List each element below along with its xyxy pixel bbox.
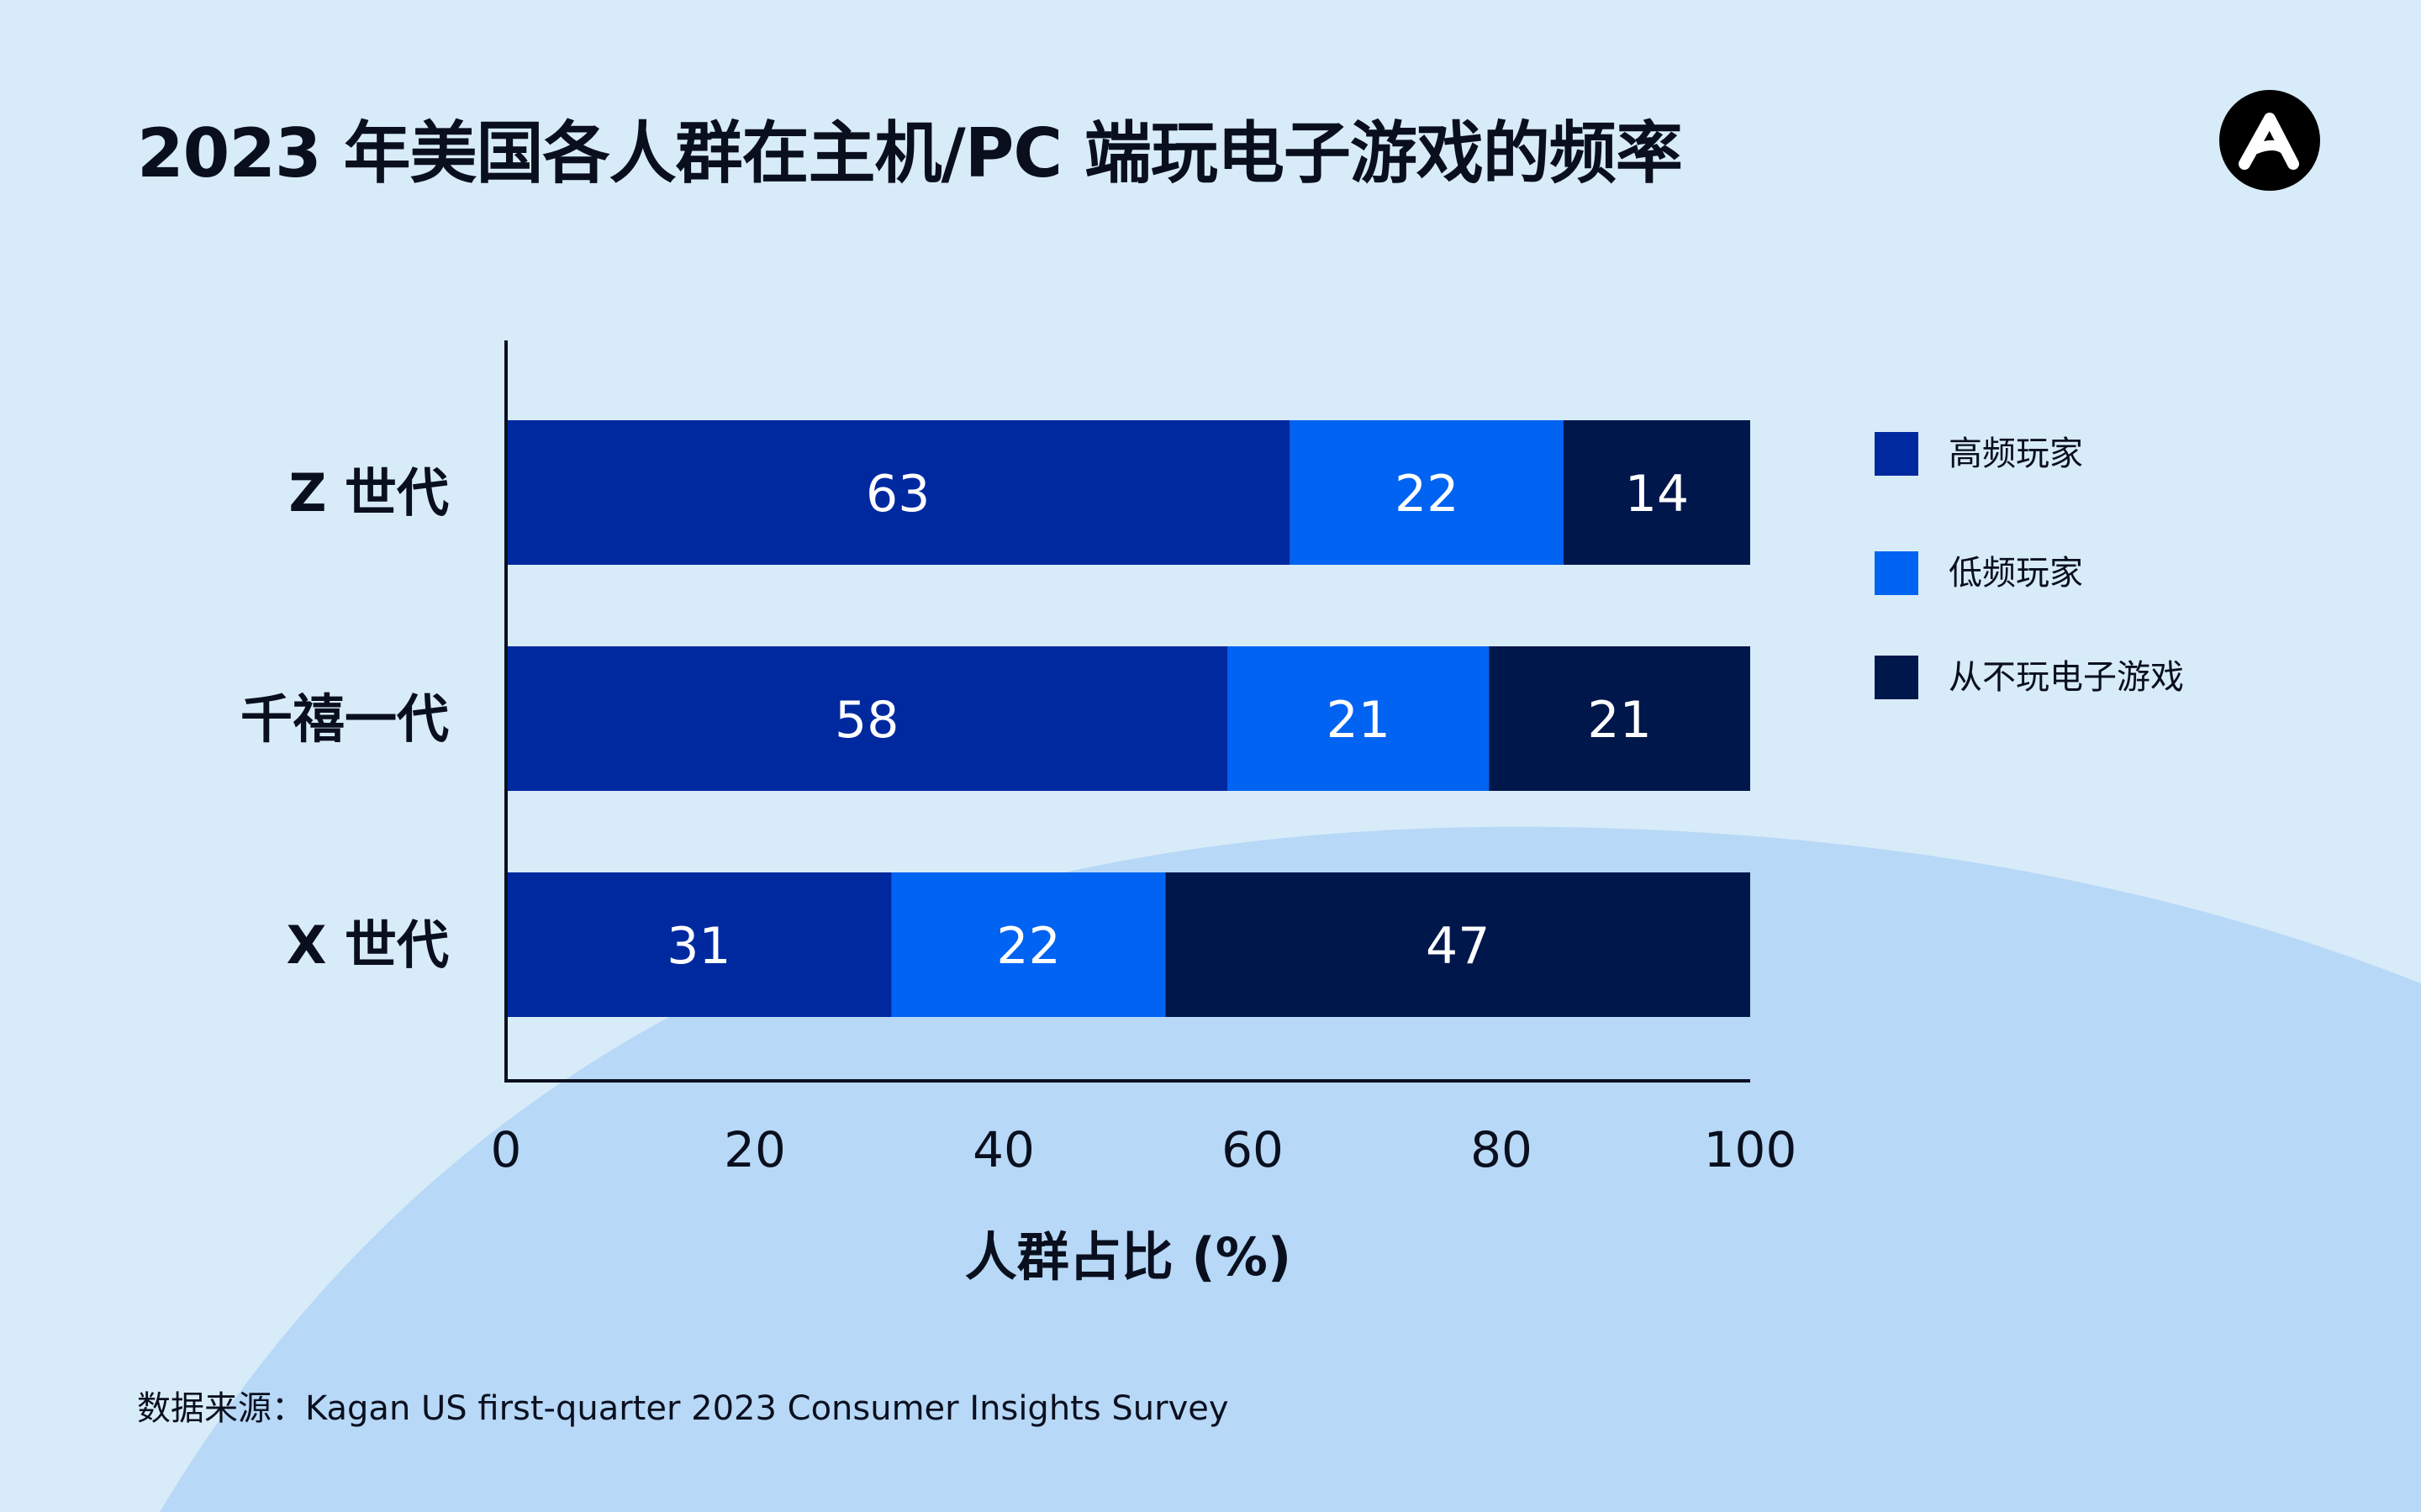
legend-swatch-infrequent (1875, 551, 1918, 595)
bar-value-label: 21 (1587, 691, 1651, 750)
x-tick-label: 20 (724, 1121, 786, 1178)
bar-value-label: 47 (1426, 917, 1490, 976)
x-tick-label: 40 (973, 1121, 1035, 1178)
bar-segment (1290, 420, 1564, 565)
bar-value-label: 22 (996, 917, 1060, 976)
bar-segment (506, 872, 892, 1017)
bar-value-label: 22 (1395, 465, 1458, 524)
y-tick-label: X 世代 (287, 914, 449, 976)
bar-value-label: 21 (1327, 691, 1390, 750)
a-logo-icon (2219, 90, 2320, 191)
bar-value-label: 58 (835, 691, 899, 750)
legend-label-never: 从不玩电子游戏 (1949, 658, 2184, 697)
legend-swatch-frequent (1875, 432, 1918, 476)
bar-value-label: 14 (1625, 465, 1689, 524)
x-tick-label: 60 (1221, 1121, 1284, 1178)
legend-label-infrequent: 低频玩家 (1949, 554, 2083, 593)
x-axis-label: 人群占比 (%) (965, 1226, 1291, 1288)
x-tick-label: 80 (1470, 1121, 1532, 1178)
legend-swatch-never (1875, 656, 1918, 699)
x-tick-label: 0 (491, 1121, 522, 1178)
bar-segment (1564, 420, 1750, 565)
y-tick-label: Z 世代 (288, 462, 449, 524)
bar-segment (891, 872, 1166, 1017)
bar-segment (506, 646, 1228, 791)
bar-segment (1489, 646, 1750, 791)
bar-value-label: 63 (866, 465, 930, 524)
bar-segment (1227, 646, 1490, 791)
chart-title: 2023 年美国各人群在主机/PC 端玩电子游戏的频率 (137, 114, 1683, 192)
bar-segment (506, 420, 1290, 565)
data-source-note: 数据来源：Kagan US first-quarter 2023 Consume… (137, 1389, 1229, 1428)
y-tick-label: 千禧一代 (240, 688, 449, 750)
bar-segment (1165, 872, 1750, 1017)
stacked-bar-chart: 63 22 14 Z 世代 58 21 21 千禧一代 31 22 47 X 世代 0 20 40 60 80 1… (240, 340, 1797, 1288)
legend-label-frequent: 高频玩家 (1949, 435, 2083, 473)
x-tick-label: 100 (1704, 1121, 1797, 1178)
bar-value-label: 31 (667, 917, 731, 976)
